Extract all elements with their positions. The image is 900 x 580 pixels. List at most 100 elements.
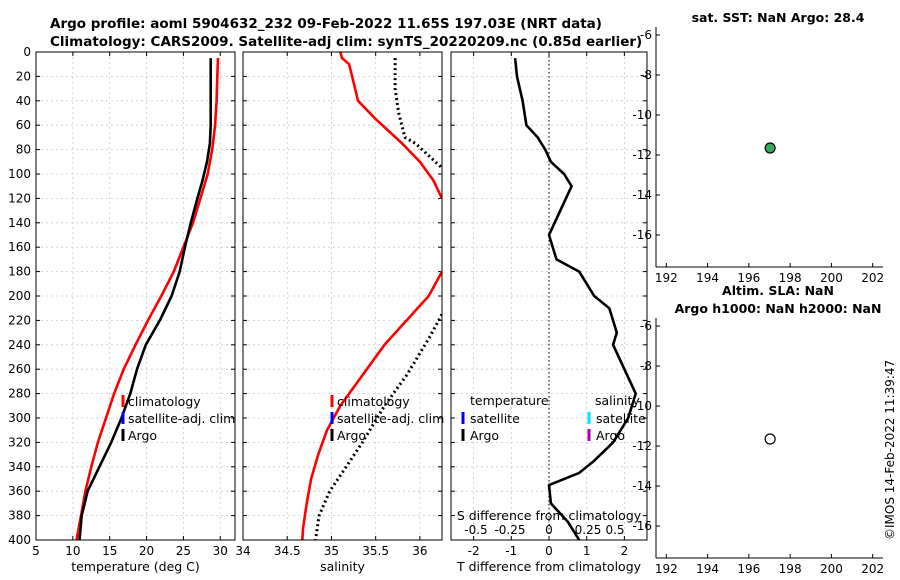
depth-tick-label: 40 [16, 94, 31, 108]
depth-tick-label: 400 [8, 533, 31, 547]
lon-tick-label: 196 [737, 562, 760, 576]
figure-title-line-1: Argo profile: aoml 5904632_232 09-Feb-20… [50, 16, 602, 32]
x-tick-label: 35 [324, 544, 339, 558]
lat-tick-label: -8 [640, 359, 652, 373]
depth-tick-label: 200 [8, 289, 31, 303]
sla-panel-title: Altim. SLA: NaN [722, 283, 834, 298]
x-tick-label: 25 [176, 544, 191, 558]
sla-float-location-marker [764, 433, 776, 445]
legend-label: satellite [596, 411, 646, 426]
x-tick-label: 36 [412, 544, 427, 558]
lon-tick-label: 202 [861, 562, 884, 576]
legend-label: satellite-adj. clim [337, 411, 444, 426]
depth-tick-label: 220 [8, 313, 31, 327]
figure-title-line-2: Climatology: CARS2009. Satellite-adj cli… [50, 34, 642, 50]
sal-series-line [393, 58, 442, 170]
lat-tick-label: -10 [632, 108, 652, 122]
secondary-tick-label: -0.25 [494, 523, 525, 537]
lat-tick-label: -16 [632, 519, 652, 533]
temp-series-line [78, 58, 212, 540]
x-tick-label: 5 [32, 544, 40, 558]
timestamp-label: ©IMOS 14-Feb-2022 11:39:47 [883, 360, 897, 540]
diff-panel: -2 -1 0 1 2T difference from climatology temp… [450, 51, 648, 574]
lat-tick-label: -6 [640, 319, 652, 333]
x-tick-label: 2 [621, 544, 629, 558]
legend-label: satellite [470, 411, 520, 426]
secondary-tick-label: -0.5 [464, 523, 487, 537]
temp-panel: 0 20 40 60 80 100 120 140 160 180 200 220 240 260 280 3… [8, 45, 236, 574]
lat-tick-label: -14 [632, 479, 652, 493]
secondary-tick-label: 0.25 [575, 523, 602, 537]
legend-label: satellite-adj. clim [128, 411, 235, 426]
lon-tick-label: 192 [655, 562, 678, 576]
lat-tick-label: -12 [632, 439, 652, 453]
lon-tick-label: 202 [861, 271, 884, 285]
x-tick-label: 10 [65, 544, 80, 558]
depth-tick-label: 100 [8, 167, 31, 181]
depth-tick-label: 340 [8, 460, 31, 474]
legend-title-temperature: temperature [470, 393, 549, 408]
lon-tick-label: 194 [696, 562, 719, 576]
depth-tick-label: 120 [8, 191, 31, 205]
legend-label: Argo [128, 428, 157, 443]
plot-frame [35, 51, 236, 541]
temp-series-line [75, 58, 220, 540]
lat-tick-label: -8 [640, 68, 652, 82]
depth-tick-label: 240 [8, 338, 31, 352]
depth-tick-label: 140 [8, 216, 31, 230]
x-tick-label: 1 [583, 544, 591, 558]
plot-frame [242, 51, 443, 541]
depth-tick-label: 300 [8, 411, 31, 425]
x-axis-label: temperature (deg C) [71, 559, 200, 574]
diff-series-line [513, 57, 638, 540]
x-tick-label: 35.5 [362, 544, 389, 558]
secondary-axis-label: S difference from climatology [457, 508, 642, 523]
secondary-tick-label: 0 [545, 523, 553, 537]
plot-frame [450, 51, 648, 541]
lon-tick-label: 196 [737, 271, 760, 285]
x-axis-label: T difference from climatology [456, 559, 642, 574]
legend-title-salinity: salinity [595, 393, 640, 408]
secondary-tick-label: 0.5 [605, 523, 624, 537]
lat-tick-label: -16 [632, 228, 652, 242]
sal-panel: 34 34.5 35 35.5 36 salinity climatology satelli… [235, 51, 444, 574]
x-tick-label: 30 [213, 544, 228, 558]
lon-tick-label: 192 [655, 271, 678, 285]
lat-tick-label: -10 [632, 399, 652, 413]
sal-series-line [301, 270, 442, 540]
lon-tick-label: 198 [779, 271, 802, 285]
depth-tick-label: 360 [8, 484, 31, 498]
x-tick-label: 20 [139, 544, 154, 558]
x-tick-label: 34 [235, 544, 250, 558]
x-tick-label: 34.5 [274, 544, 301, 558]
depth-tick-label: 320 [8, 435, 31, 449]
lat-tick-label: -6 [640, 28, 652, 42]
lon-tick-label: 198 [779, 562, 802, 576]
depth-tick-label: 380 [8, 509, 31, 523]
lon-tick-label: 200 [820, 562, 843, 576]
lon-tick-label: 194 [696, 271, 719, 285]
sla-map-panel: -6 -8 -10 -12 -14 -16 192 194 196 198 200 202 [632, 318, 884, 576]
lat-tick-label: -12 [632, 148, 652, 162]
x-tick-label: 0 [545, 544, 553, 558]
x-tick-label: -1 [505, 544, 517, 558]
depth-tick-label: 260 [8, 362, 31, 376]
lon-tick-label: 200 [820, 271, 843, 285]
x-axis-label: salinity [320, 559, 365, 574]
legend-label: Argo [470, 428, 499, 443]
sst-float-location-marker [764, 142, 776, 154]
depth-tick-label: 0 [23, 45, 31, 59]
sst-panel-title: sat. SST: NaN Argo: 28.4 [692, 10, 865, 25]
x-tick-label: -2 [468, 544, 480, 558]
legend-label: Argo [596, 428, 625, 443]
legend-label: climatology [337, 394, 410, 409]
depth-tick-label: 180 [8, 265, 31, 279]
sst-map-panel: -6 -8 -10 -12 -14 -16 192 194 196 198 200 202 [632, 27, 884, 285]
depth-tick-label: 160 [8, 240, 31, 254]
depth-tick-label: 280 [8, 387, 31, 401]
sla-panel-subtitle: Argo h1000: NaN h2000: NaN [675, 301, 882, 316]
legend-label: Argo [337, 428, 366, 443]
lat-tick-label: -14 [632, 188, 652, 202]
depth-tick-label: 20 [16, 69, 31, 83]
